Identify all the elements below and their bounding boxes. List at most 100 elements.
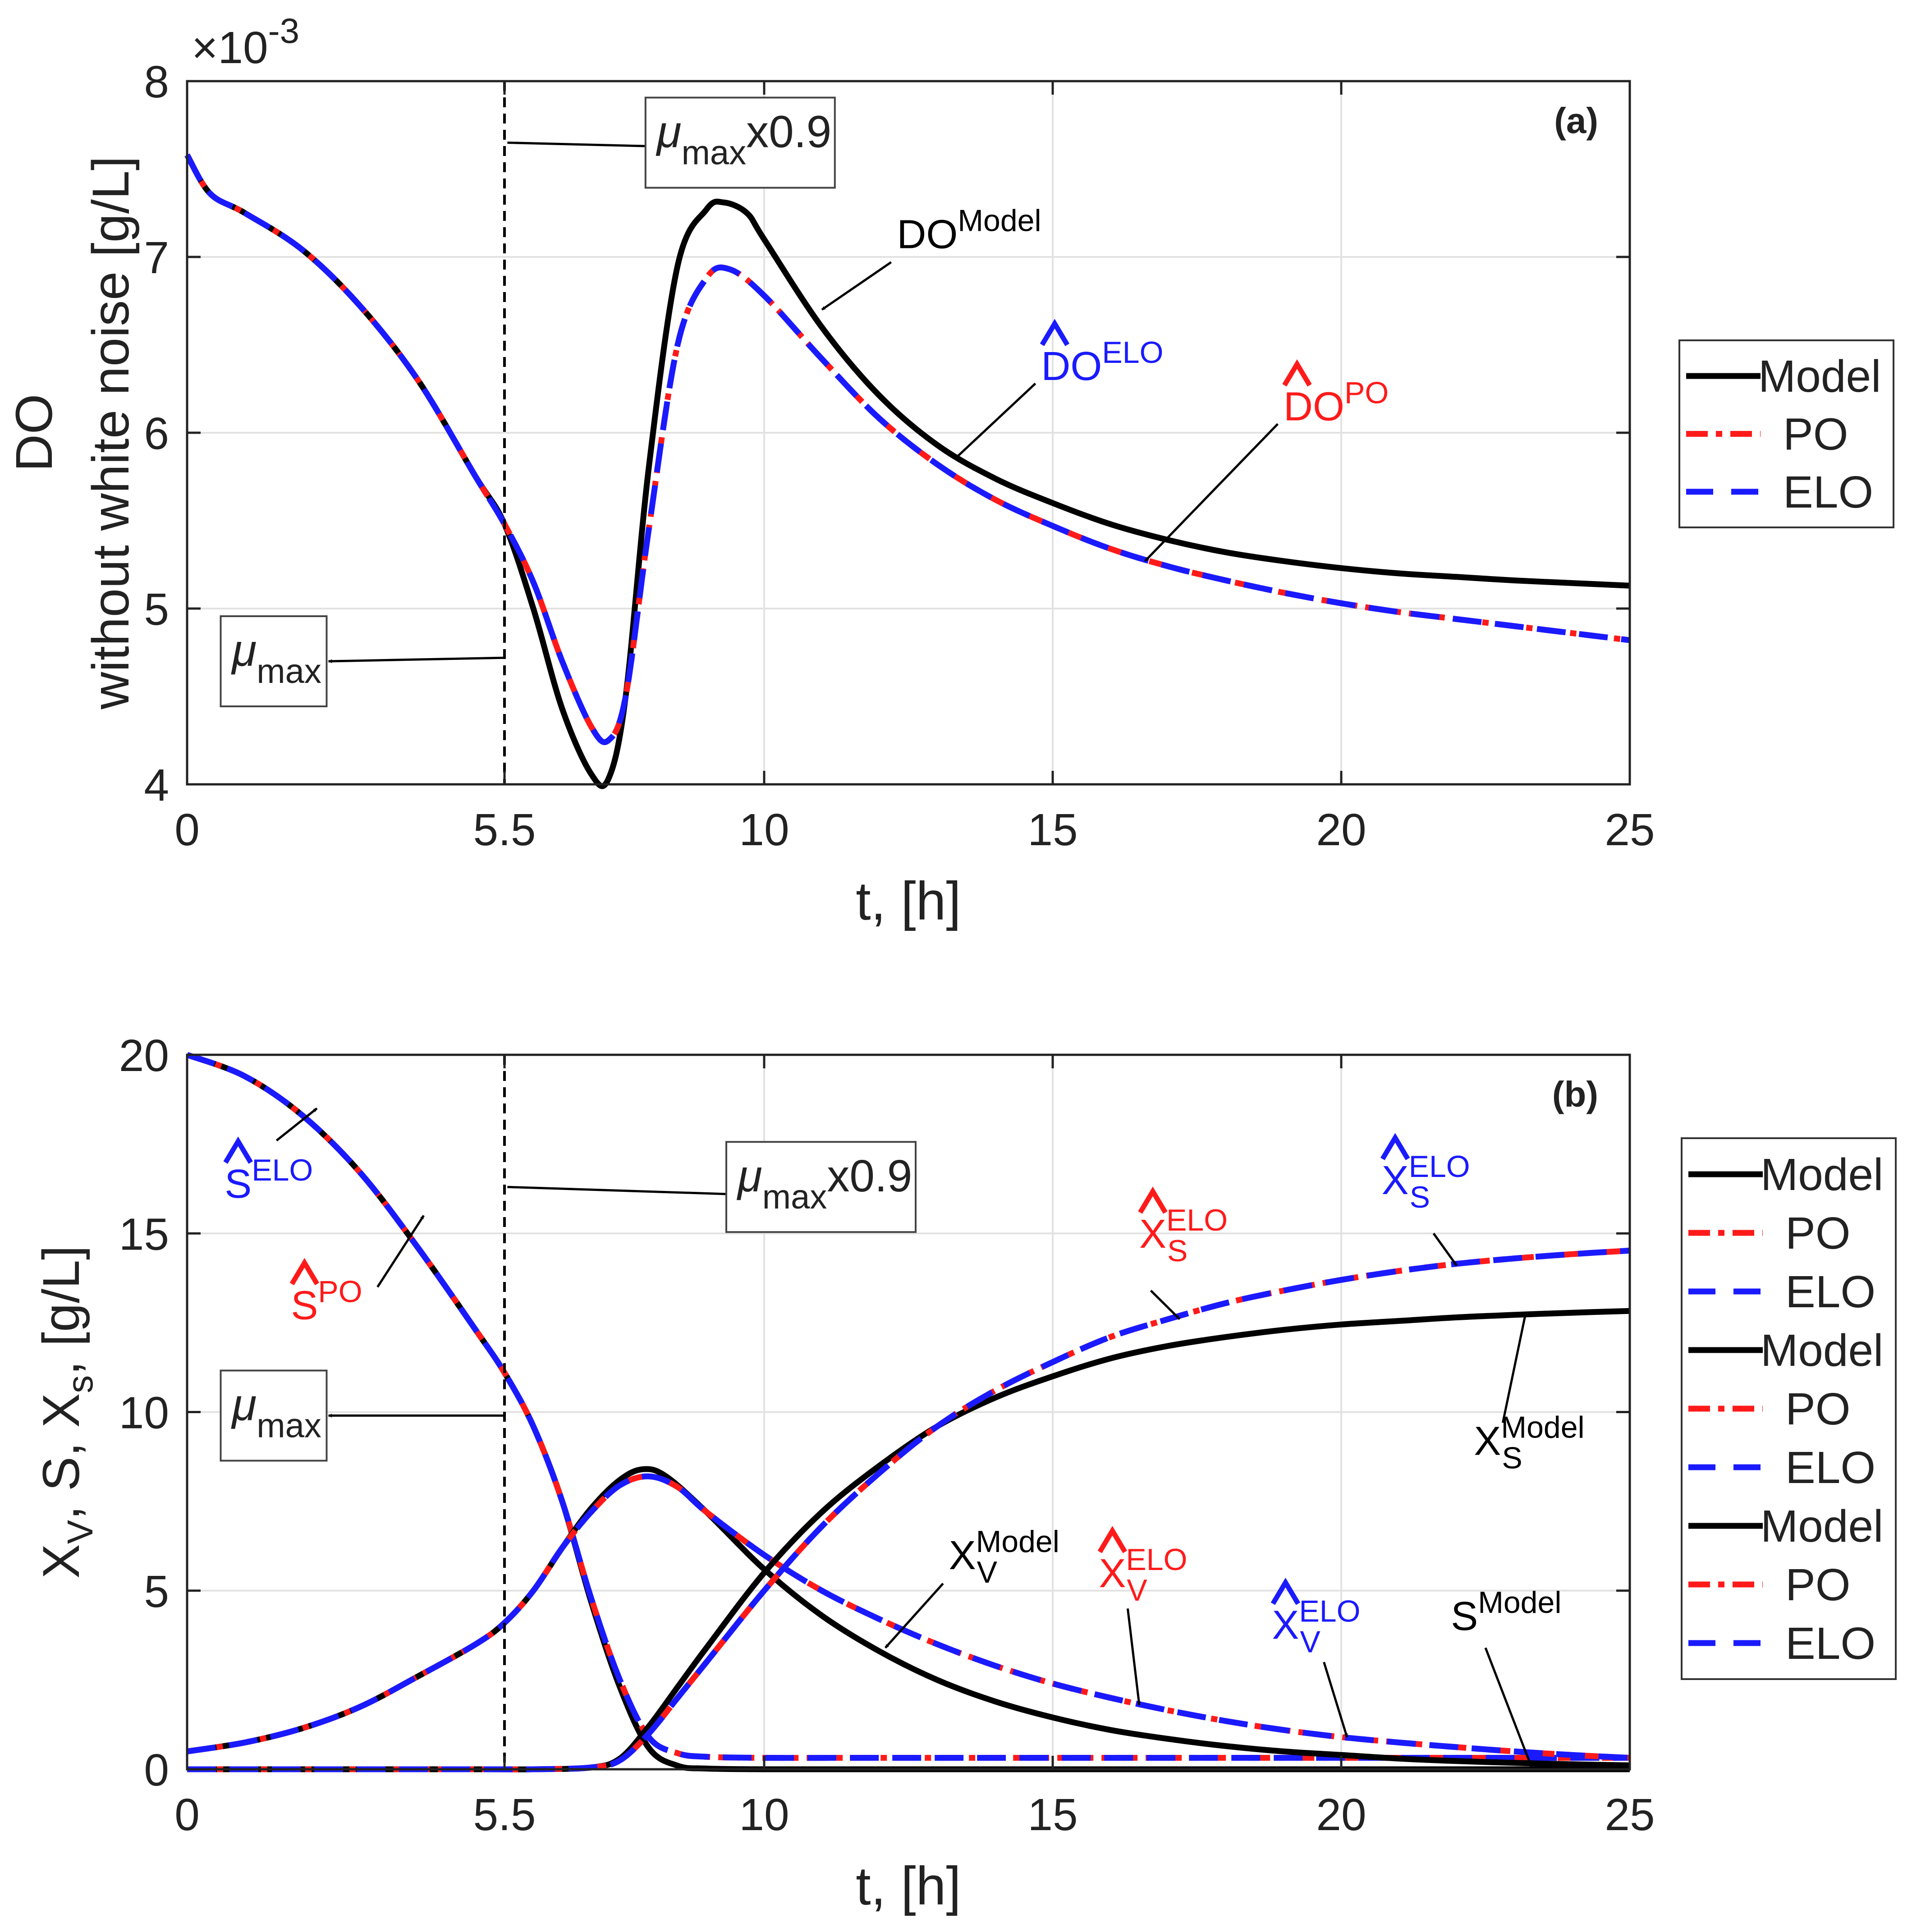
legend-label-elo: ELO xyxy=(1785,1618,1875,1669)
y-axis-label-line-2: without white noise [g/L] xyxy=(82,156,140,710)
arrow-s-po xyxy=(376,1215,425,1288)
annotation-xv-elo-red: XELO xyxy=(1099,1543,1187,1596)
series-line-xv-elo xyxy=(187,1473,1630,1761)
annotation-xs-elo-red: XELO xyxy=(1139,1203,1228,1257)
y-tick-label: 20 xyxy=(119,1030,169,1081)
box-label-mumax: μmax xyxy=(231,625,321,691)
y-tick-label: 10 xyxy=(119,1388,169,1438)
x-tick-label: 0 xyxy=(174,805,200,855)
arrow-s-elo xyxy=(275,1107,318,1142)
x-axis-label: t, [h] xyxy=(856,1856,961,1916)
x-axis-label: t, [h] xyxy=(856,871,961,931)
x-tick-label: 0 xyxy=(174,1790,200,1840)
arrow-xs-elo-blue xyxy=(1432,1232,1458,1267)
legend-label-model: Model xyxy=(1761,1149,1883,1200)
legend-label-elo: ELO xyxy=(1785,1442,1875,1493)
hat-s-elo xyxy=(223,1136,253,1164)
y-tick-label: 6 xyxy=(144,408,169,459)
legend-label-po: PO xyxy=(1785,1208,1850,1259)
hat-xv-elo-red xyxy=(1097,1526,1128,1553)
y-tick-label: 0 xyxy=(144,1745,169,1795)
legend-label-elo: ELO xyxy=(1783,467,1873,517)
arrow-s-model xyxy=(1484,1647,1533,1768)
arrow-mumax xyxy=(328,656,505,664)
y-axis-multiplier: ×10-3 xyxy=(192,11,299,73)
annotation-sub-xv-model: V xyxy=(977,1555,998,1589)
hat-xs-elo-red xyxy=(1138,1186,1168,1214)
x-tick-label: 15 xyxy=(1027,805,1078,855)
legend-label-po: PO xyxy=(1785,1560,1850,1610)
annotation-xs-elo-blue: XELO xyxy=(1382,1149,1470,1203)
annotation-sub-xs-model: S xyxy=(1502,1441,1522,1475)
x-tick-label: 5.5 xyxy=(473,1790,536,1840)
chart-panel-b: 0 5.5 10 15 20 25 0 5 10 15 20 t, [h] XV, S, Xs, [g/… xyxy=(32,1030,1897,1916)
series-line-s-elo xyxy=(186,1052,1630,1761)
annotation-xs-model: XModel xyxy=(1474,1410,1584,1464)
legend-box xyxy=(1681,1137,1897,1680)
x-tick-label: 5.5 xyxy=(473,805,536,855)
x-tick-label: 10 xyxy=(739,805,789,855)
legend-label-elo: ELO xyxy=(1785,1267,1875,1317)
y-axis-label-line-1: DO xyxy=(5,394,63,472)
annotation-do-po: DOPO xyxy=(1284,376,1389,430)
legend-box xyxy=(1678,339,1894,528)
hat-xs-elo-blue xyxy=(1380,1133,1410,1160)
arrow-do-po xyxy=(1144,423,1279,562)
hat-xv-elo-blue xyxy=(1270,1577,1301,1605)
hat-do-elo xyxy=(1040,319,1070,346)
x-tick-label: 15 xyxy=(1027,1790,1078,1840)
box-mumax xyxy=(220,615,328,707)
x-tick-label: 25 xyxy=(1605,805,1655,855)
y-axis-label: XV, S, Xs, [g/L] xyxy=(32,1245,100,1579)
y-tick-label: 4 xyxy=(144,760,169,810)
arrow-xs-model xyxy=(1501,1311,1527,1423)
y-tick-label: 5 xyxy=(144,584,169,635)
box-label-mumax09: μmaxx0.9 xyxy=(656,107,831,172)
panel-label: (a) xyxy=(1554,101,1598,141)
series-line-xs-elo xyxy=(187,1247,1630,1772)
arrow-mumax09 xyxy=(507,142,649,148)
arrow-do-elo xyxy=(954,382,1036,460)
panel-label: (b) xyxy=(1552,1074,1598,1114)
box-mumax09 xyxy=(725,1141,917,1233)
annotation-xv-model: XModel xyxy=(949,1525,1059,1578)
annotation-sub-xs-elo-red: S xyxy=(1167,1234,1188,1268)
y-tick-label: 5 xyxy=(144,1566,169,1617)
arrow-xv-model xyxy=(884,1583,944,1649)
annotation-sub-xv-elo-red: V xyxy=(1127,1573,1147,1607)
arrow-do-model xyxy=(821,261,892,311)
annotation-sub-xv-elo-blue: V xyxy=(1300,1625,1321,1659)
hat-do-po xyxy=(1282,359,1312,387)
annotation-s-elo: SELO xyxy=(225,1153,313,1207)
legend-label-po: PO xyxy=(1785,1384,1850,1434)
legend-label-model: Model xyxy=(1761,1325,1883,1376)
annotation-do-model: DOModel xyxy=(897,204,1041,257)
chart-panel-a: 0 5.5 10 15 20 25 4 5 6 7 8 t, [h] DO without white n… xyxy=(5,11,1894,931)
annotation-sub-xs-elo-blue: S xyxy=(1410,1180,1430,1214)
arrow-xs-elo-red xyxy=(1150,1290,1181,1320)
arrow-xv-elo-blue xyxy=(1323,1662,1348,1738)
series-line-elo xyxy=(184,153,1630,745)
annotation-s-po: SPO xyxy=(291,1274,362,1328)
box-mumax09 xyxy=(644,96,836,189)
box-mumax xyxy=(220,1369,328,1462)
x-tick-label: 10 xyxy=(739,1790,789,1840)
annotation-do-elo: DOELO xyxy=(1041,335,1163,389)
y-tick-label: 7 xyxy=(144,233,169,283)
hat-s-po xyxy=(289,1258,320,1286)
annotation-s-model: SModel xyxy=(1451,1585,1561,1639)
y-tick-label: 15 xyxy=(119,1209,169,1259)
annotation-xv-elo-blue: XELO xyxy=(1272,1594,1360,1648)
x-tick-label: 25 xyxy=(1605,1790,1655,1840)
arrow-xv-elo-red xyxy=(1126,1608,1141,1706)
legend-label-model: Model xyxy=(1761,1501,1883,1552)
x-tick-label: 20 xyxy=(1316,805,1366,855)
legend-label-po: PO xyxy=(1783,409,1848,460)
y-tick-label: 8 xyxy=(144,57,169,107)
legend-label-model: Model xyxy=(1758,351,1881,402)
box-label-mumax: μmax xyxy=(231,1379,321,1445)
arrow-mumax09 xyxy=(507,1186,730,1196)
x-tick-label: 20 xyxy=(1316,1790,1366,1840)
box-label-mumax09: μmaxx0.9 xyxy=(736,1151,912,1216)
